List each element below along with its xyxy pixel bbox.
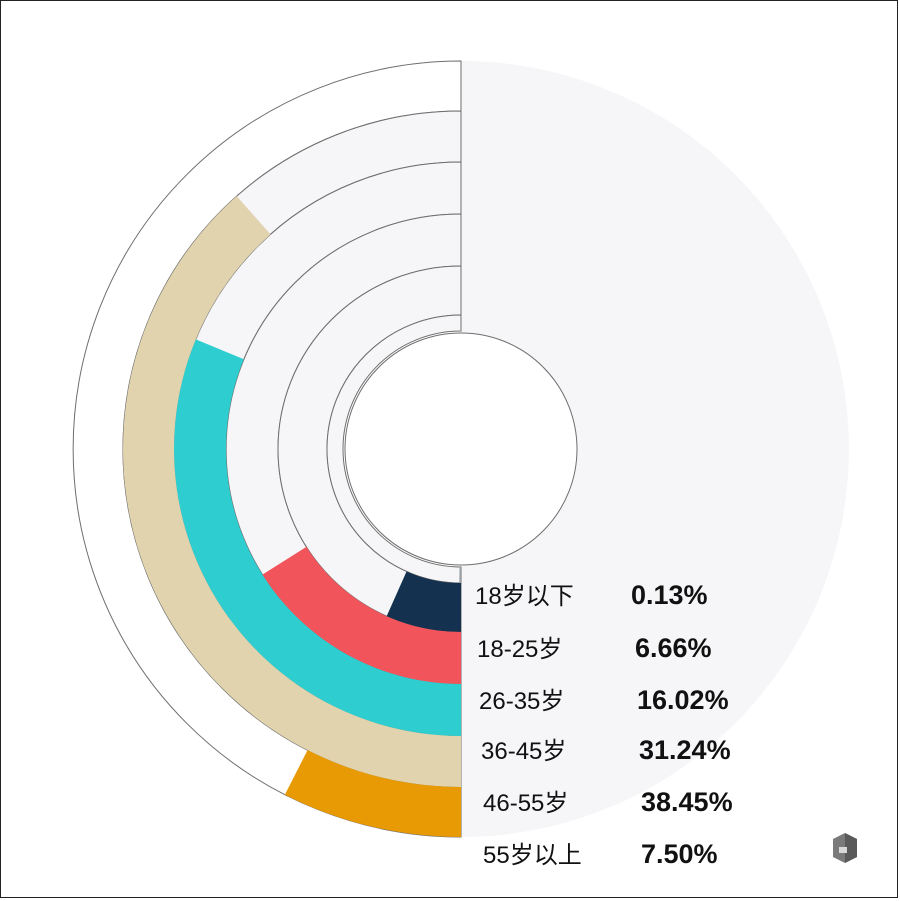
chart-labels: 18岁以下 0.13% 18-25岁 6.66% 26-35岁 16.02% 36-45岁 3… [475, 580, 733, 869]
bar-18 [459, 566, 461, 584]
category-label-18: 18岁以下 [475, 583, 574, 610]
chart-bars [123, 196, 462, 837]
value-label-18-25: 6.66% [635, 633, 712, 663]
backdrop-half-disc [461, 61, 849, 837]
category-label-55: 55岁以上 [483, 842, 582, 869]
category-label-46-55: 46-55岁 [483, 790, 568, 817]
value-label-46-55: 38.45% [641, 787, 733, 817]
bar-55 [284, 750, 461, 837]
bar-18-25 [386, 571, 461, 632]
watermark-logo [833, 833, 857, 863]
value-label-36-45: 31.24% [639, 735, 731, 765]
bar-26-35 [262, 546, 461, 684]
value-label-55: 7.50% [641, 839, 718, 869]
bar-46-55 [123, 196, 462, 788]
value-label-26-35: 16.02% [637, 685, 729, 715]
category-label-26-35: 26-35岁 [479, 688, 564, 715]
category-label-18-25: 18-25岁 [477, 636, 562, 663]
value-label-18: 0.13% [631, 580, 708, 610]
center-hole [344, 332, 578, 566]
track-18 [326, 314, 462, 584]
bar-36-45 [174, 339, 461, 736]
chart-backdrop [461, 61, 849, 837]
category-label-36-45: 36-45岁 [481, 738, 566, 765]
